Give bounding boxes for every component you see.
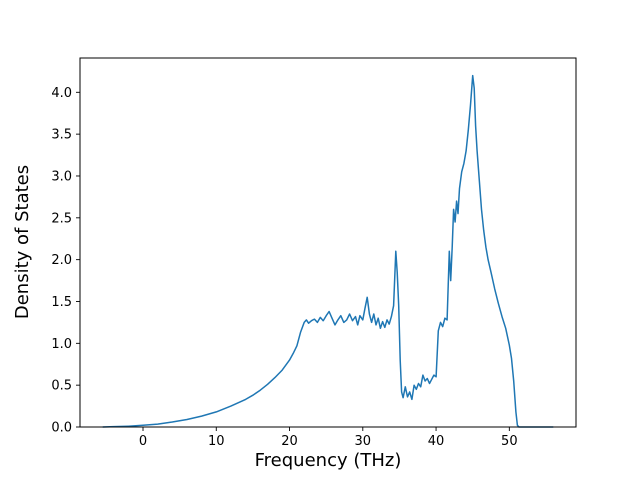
x-tick-label: 30 (355, 434, 372, 449)
axis-ticks: 0 10 20 30 40 50 0.0 0.5 1.0 1.5 2.0 2.5 3.0 3.5 4.0 (51, 86, 517, 449)
y-tick-label: 1.0 (51, 337, 72, 352)
y-tick-label: 3.5 (51, 128, 72, 143)
y-tick-label: 0.0 (51, 421, 72, 436)
y-tick-label: 0.5 (51, 379, 72, 394)
x-axis-label: Frequency (THz) (255, 450, 402, 471)
x-tick-label: 0 (139, 434, 147, 449)
axes-spines (79, 57, 577, 428)
dos-curve (102, 74, 554, 428)
plot-area (80, 58, 576, 427)
x-tick-label: 50 (501, 434, 518, 449)
y-tick-label: 3.0 (51, 169, 72, 184)
y-tick-label: 2.5 (51, 211, 72, 226)
x-tick-label: 10 (208, 434, 225, 449)
line-series (102, 74, 554, 428)
y-tick-label: 1.5 (51, 295, 72, 310)
y-tick-label: 4.0 (51, 86, 72, 101)
x-tick-label: 20 (281, 434, 298, 449)
y-tick-label: 2.0 (51, 253, 72, 268)
y-axis-label: Density of States (12, 165, 33, 319)
x-tick-label: 40 (428, 434, 445, 449)
